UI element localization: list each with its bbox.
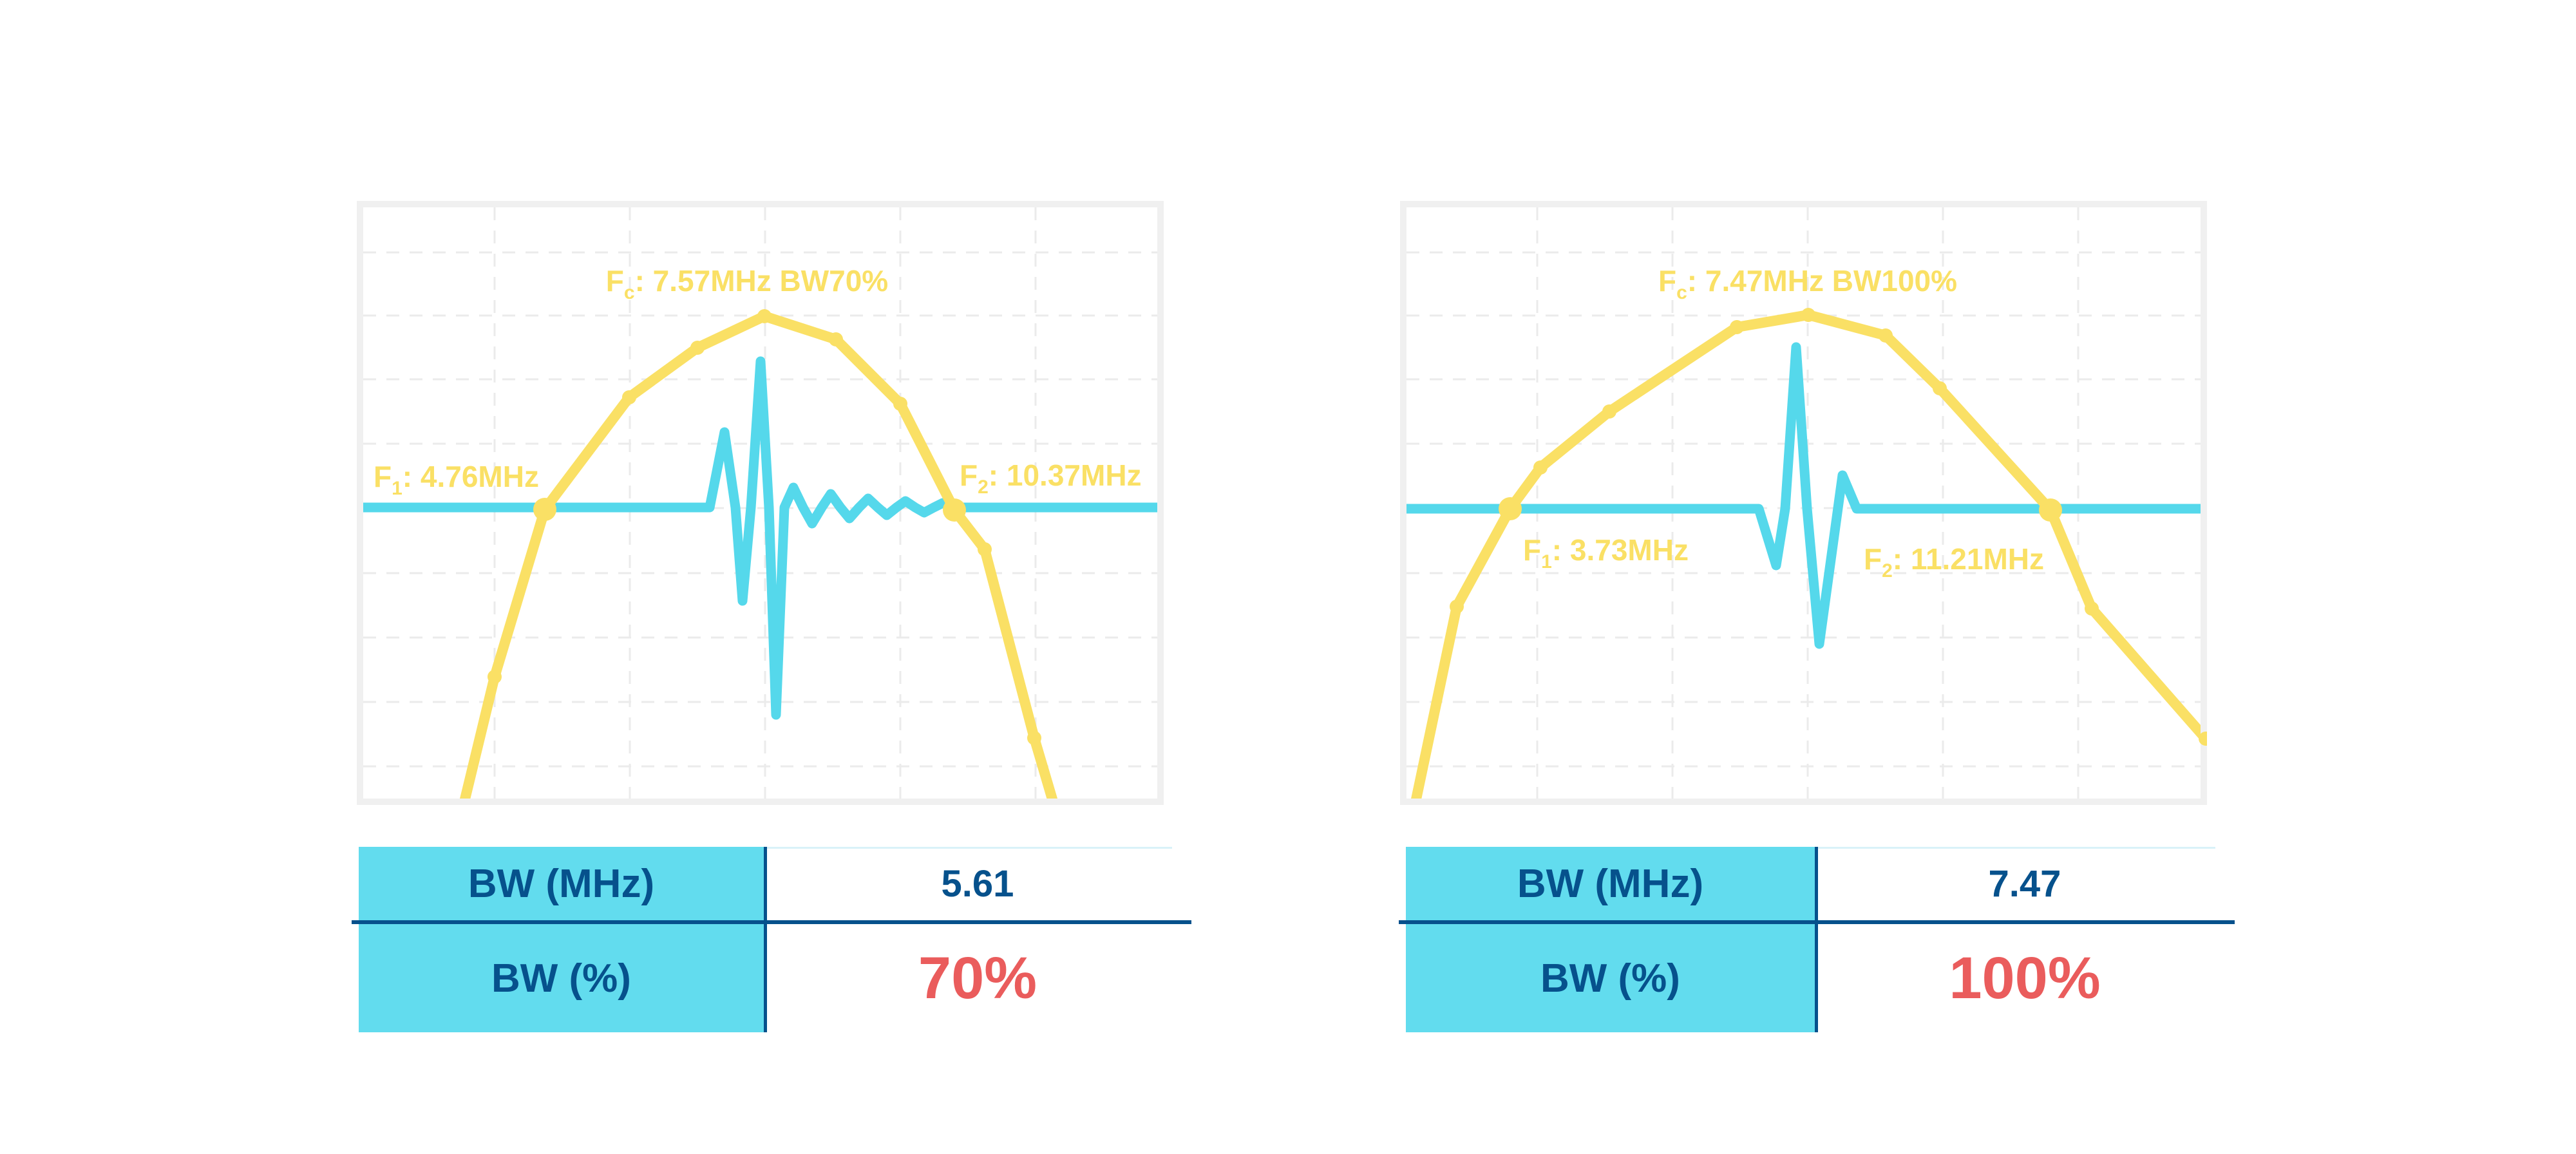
pulse-waveform xyxy=(1406,342,2201,649)
table-row: BW (MHz) 7.47 xyxy=(1406,847,2235,920)
pulse-waveform xyxy=(363,356,1157,720)
bw-mhz-value-cell: 5.61 xyxy=(764,847,1191,920)
marker-dot xyxy=(893,397,907,411)
f1-marker-dot xyxy=(1499,497,1522,520)
marker-dot xyxy=(1450,600,1464,614)
marker-dot xyxy=(978,542,992,556)
bw-mhz-label-cell: BW (MHz) xyxy=(359,847,764,920)
bw-mhz-label-cell: BW (MHz) xyxy=(1406,847,1815,920)
chart-title-label: Fc: 7.57MHz BW70% xyxy=(606,264,888,303)
plot-area xyxy=(363,207,1157,799)
chart-frame xyxy=(1400,201,2207,805)
spectrum-curve xyxy=(460,311,1057,799)
chart-title-label: Fc: 7.47MHz BW100% xyxy=(1658,264,1957,303)
bw70-table: BW (MHz) 5.61 BW (%) 70% xyxy=(352,847,1191,1032)
bw-pct-label-cell: BW (%) xyxy=(359,924,764,1032)
bw-mhz-label: BW (MHz) xyxy=(468,861,655,906)
marker-dot xyxy=(2199,732,2207,746)
table-topline xyxy=(767,847,1172,849)
bw-pct-value: 70% xyxy=(918,945,1037,1011)
marker-dot xyxy=(2085,601,2099,616)
bw-mhz-label: BW (MHz) xyxy=(1517,861,1704,906)
bw-pct-value-cell: 100% xyxy=(1815,924,2235,1032)
marker-dot xyxy=(1602,404,1616,419)
f2-marker-dot xyxy=(943,498,966,522)
chart-frame xyxy=(357,201,1164,805)
f1-label: F1: 4.76MHz xyxy=(374,460,539,499)
bw100-table: BW (MHz) 7.47 BW (%) 100% xyxy=(1399,847,2235,1032)
marker-dot xyxy=(1801,308,1815,322)
spectrum-curve xyxy=(1411,310,2201,799)
marker-dot xyxy=(1933,381,1947,395)
table-column-divider xyxy=(1815,847,1818,1032)
bw-pct-label: BW (%) xyxy=(1540,956,1680,1001)
table-row-divider xyxy=(352,920,1191,924)
bw-mhz-value: 5.61 xyxy=(941,862,1014,905)
marker-dot xyxy=(757,309,772,323)
marker-dot xyxy=(1730,320,1744,334)
table-row: BW (%) 100% xyxy=(1406,924,2235,1032)
marker-dot xyxy=(829,332,843,346)
bw70-chart: Fc: 7.57MHz BW70% F1: 4.76MHz F2: 10.37MHz xyxy=(357,201,1164,805)
plot-area xyxy=(1406,207,2201,799)
bw100-chart: Fc: 7.47MHz BW100% F1: 3.73MHz F2: 11.21MH… xyxy=(1400,201,2207,805)
f2-marker-dot xyxy=(2039,498,2062,522)
bw-mhz-value-cell: 7.47 xyxy=(1815,847,2235,920)
marker-dot xyxy=(1879,328,1893,343)
table-column-divider xyxy=(764,847,767,1032)
f1-marker-dot xyxy=(533,498,556,521)
bw-pct-value: 100% xyxy=(1949,945,2101,1011)
table-row: BW (MHz) 5.61 xyxy=(359,847,1191,920)
marker-dot xyxy=(622,390,636,404)
f2-label: F2: 10.37MHz xyxy=(960,459,1142,498)
marker-dot xyxy=(1027,731,1041,745)
f1-label: F1: 3.73MHz xyxy=(1523,533,1689,572)
bw-pct-label: BW (%) xyxy=(491,956,631,1001)
table-topline xyxy=(1818,847,2215,849)
marker-dot xyxy=(488,670,502,684)
marker-dot xyxy=(690,341,705,355)
f2-label: F2: 11.21MHz xyxy=(1864,542,2044,582)
marker-dot xyxy=(1533,460,1548,475)
bw-pct-label-cell: BW (%) xyxy=(1406,924,1815,1032)
table-row: BW (%) 70% xyxy=(359,924,1191,1032)
bw-pct-value-cell: 70% xyxy=(764,924,1191,1032)
bw-mhz-value: 7.47 xyxy=(1988,862,2061,905)
